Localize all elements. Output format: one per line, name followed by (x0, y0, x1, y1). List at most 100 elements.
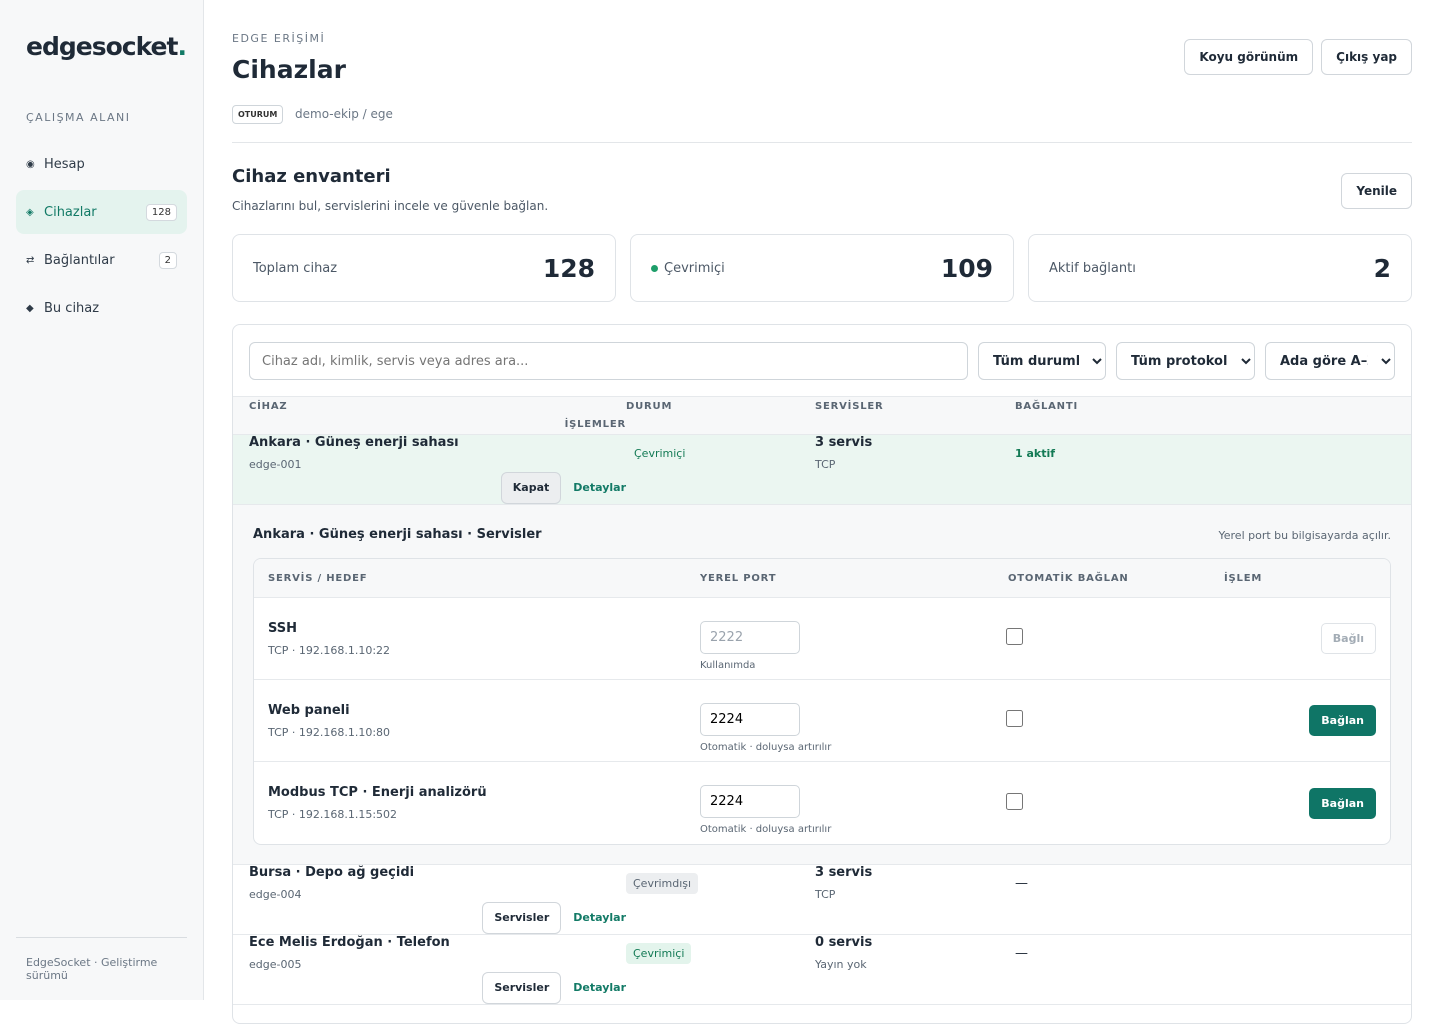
auto-cell (1006, 792, 1224, 814)
connection: — (1015, 945, 1028, 961)
details-link[interactable]: Detaylar (573, 981, 626, 995)
auto-cell (1006, 628, 1224, 649)
services-title: Ankara · Güneş enerji sahası · Servisler (253, 527, 542, 542)
connect-button[interactable]: Bağlan (1309, 787, 1376, 819)
service-cell: SSH TCP · 192.168.1.10:22 (268, 621, 700, 657)
refresh-button[interactable]: Yenile (1341, 173, 1412, 209)
nav-badge: 128 (145, 203, 177, 221)
column-header: YEREL PORT (700, 572, 777, 584)
section-label: ÇALIŞMA ALANI (26, 111, 131, 124)
port-note: Kullanımda (700, 659, 756, 671)
actions: Servisler Detaylar (249, 971, 626, 1004)
services-panel: Ankara · Güneş enerji sahası · Servisler… (233, 505, 1411, 865)
service-cell: Web paneli TCP · 192.168.1.10:80 (268, 703, 700, 739)
services-table: SERVİS / HEDEF YEREL PORT OTOMATİK BAĞLAN İ… (253, 558, 1391, 845)
details-link[interactable]: Detaylar (573, 481, 626, 495)
status-cell: Çevrimiçi (626, 942, 815, 964)
column-header: SERVİS / HEDEF (268, 572, 368, 584)
action-button[interactable]: Kapat (500, 471, 562, 504)
stats: Toplam cihaz 128 Çevrimiçi 109 Aktif bağlant… (232, 234, 1412, 302)
services-protocol: Yayın yok (815, 958, 867, 972)
column-header: DURUM (626, 400, 673, 412)
services-protocol: TCP (815, 458, 836, 472)
service-target: TCP · 192.168.1.10:80 (268, 725, 391, 739)
nav-item[interactable]: ◆ Bu cihaz (16, 286, 187, 330)
device-cell: Ankara · Güneş enerji sahası edge-001 (249, 435, 626, 471)
services-count: 3 servis (815, 865, 873, 881)
body: edgesocket. ÇALIŞMA ALANI ◉ Hesap ◈ Cihazlar 1… (16, 0, 1412, 1024)
status-pill: Çevrimiçi (634, 446, 686, 460)
services-count: 3 servis (815, 435, 873, 451)
nav-label: Bağlantılar (44, 252, 115, 268)
nav-label: Bu cihaz (44, 300, 100, 316)
header-buttons: Koyu görünüm Çıkış yap (1184, 39, 1412, 75)
column-header: CİHAZ (249, 400, 288, 412)
search-input[interactable] (249, 342, 968, 380)
services-cell: 3 servis TCP (815, 865, 1015, 901)
filter-select[interactable]: Ada göre A–Z (1265, 342, 1395, 380)
device-row[interactable]: Ece Melis Erdoğan · Telefon edge-005 Çevri… (233, 935, 1411, 1005)
status-pill: Çevrimdışı (626, 872, 699, 894)
service-target: TCP · 192.168.1.10:22 (268, 643, 391, 657)
port-input (700, 620, 800, 654)
service-target: TCP · 192.168.1.15:502 (268, 808, 398, 821)
header-button[interactable]: Koyu görünüm (1184, 39, 1314, 75)
column-header: BAĞLANTI (1015, 400, 1078, 412)
port-input[interactable] (700, 785, 800, 818)
actions: Kapat Detaylar (249, 471, 626, 504)
section-subtitle: Cihazlarını bul, servislerini incele ve … (232, 199, 549, 213)
service-name: Modbus TCP · Enerji analizörü (268, 785, 487, 800)
section-title: Cihaz envanteri (232, 166, 391, 187)
port-input[interactable] (700, 702, 800, 736)
column-header: İŞLEM (1224, 572, 1263, 584)
auto-connect-checkbox[interactable] (1006, 710, 1023, 727)
services-protocol: TCP (815, 888, 836, 902)
nav-label: Hesap (44, 156, 85, 172)
services-cell: 0 servis Yayın yok (815, 935, 1015, 971)
nav-icon: ◉ (26, 158, 35, 170)
device-row[interactable]: Ankara · Güneş enerji sahası edge-001 Çevr… (233, 435, 1411, 505)
services-header: SERVİS / HEDEF YEREL PORT OTOMATİK BAĞLAN İ… (254, 559, 1390, 598)
details-link[interactable]: Detaylar (573, 911, 626, 925)
services-note: Yerel port bu bilgisayarda açılır. (1218, 529, 1392, 542)
services-count: 0 servis (815, 935, 873, 951)
device-row[interactable]: Bursa · Depo ağ geçidi edge-004 Çevrimdışı… (233, 865, 1411, 935)
action-button[interactable]: Servisler (482, 901, 562, 934)
connect-button[interactable]: Bağlan (1309, 705, 1376, 736)
service-row: Web paneli TCP · 192.168.1.10:80 Otomatik … (254, 680, 1390, 762)
nav-icon: ◈ (26, 206, 34, 218)
device-name: Bursa · Depo ağ geçidi (249, 865, 415, 881)
nav-icon: ⇄ (26, 254, 35, 266)
column-header: İŞLEMLER (564, 419, 626, 431)
session-tag: OTURUM (232, 105, 284, 124)
port-note: Otomatik · doluysa artırılır (700, 741, 832, 753)
page: edgesocket {"sidebar":{"logo":"edgesocke… (16, 0, 1412, 1024)
online-dot (651, 264, 658, 272)
action-button[interactable]: Servisler (482, 971, 562, 1004)
filters: Tüm durumlar Tüm protokoller Ada göre A–Z (233, 325, 1411, 396)
column-header: SERVİSLER (815, 400, 884, 412)
service-row: SSH TCP · 192.168.1.10:22 Kullanımda Bağlı (254, 598, 1390, 680)
stat-label: Toplam cihaz (253, 260, 338, 276)
auto-connect-checkbox[interactable] (1006, 628, 1023, 645)
filter-select[interactable]: Tüm durumlar (978, 342, 1106, 380)
nav-item[interactable]: ◉ Hesap (16, 142, 187, 186)
filter-select[interactable]: Tüm protokoller (1116, 342, 1255, 380)
logo-dot: . (177, 32, 186, 61)
inventory-panel: Tüm durumlar Tüm protokoller Ada göre A–Z C… (232, 324, 1412, 1024)
service-name: Web paneli (268, 702, 350, 718)
stat-label: Çevrimiçi (664, 260, 725, 276)
status-cell: Çevrimdışı (626, 872, 815, 894)
stat-card: Toplam cihaz 128 (232, 234, 616, 302)
nav-item[interactable]: ◈ Cihazlar 128 (16, 190, 187, 234)
header-button[interactable]: Çıkış yap (1321, 39, 1412, 75)
connection: — (1015, 875, 1028, 891)
auto-connect-checkbox[interactable] (1006, 792, 1023, 810)
status-cell: Çevrimiçi (626, 443, 815, 464)
device-name: Ankara · Güneş enerji sahası (249, 435, 459, 451)
stat-value: 128 (542, 253, 595, 283)
status-pill: Çevrimiçi (626, 942, 692, 964)
nav-item[interactable]: ⇄ Bağlantılar 2 (16, 238, 187, 282)
divider (232, 142, 1412, 143)
nav-badge: 2 (158, 251, 177, 269)
